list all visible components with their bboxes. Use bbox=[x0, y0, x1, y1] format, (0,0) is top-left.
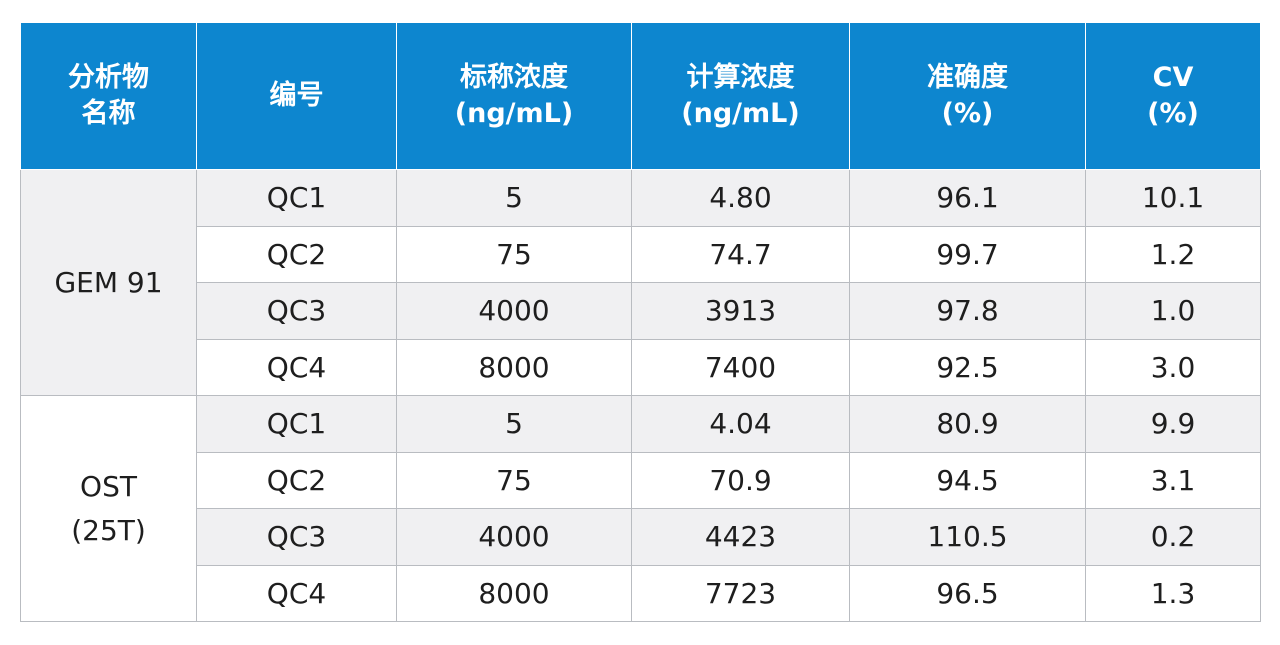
header-nominal-conc-line2: (ng/mL) bbox=[454, 98, 574, 129]
cv-cell: 0.2 bbox=[1085, 508, 1261, 566]
analyte-cell-gem91: GEM 91 bbox=[20, 169, 197, 396]
calculated-conc-cell: 70.9 bbox=[631, 451, 850, 509]
table-row: QC4 8000 7400 92.5 3.0 bbox=[21, 338, 1261, 396]
table-row: OST (25T) QC1 5 4.04 80.9 9.9 bbox=[20, 395, 1261, 622]
qc-id-cell: QC1 bbox=[196, 395, 397, 453]
nominal-conc-cell: 4000 bbox=[396, 508, 632, 566]
header-analyte-line1: 分析物 bbox=[68, 62, 149, 93]
header-analyte-line2: 名称 bbox=[81, 98, 136, 129]
nominal-conc-cell: 4000 bbox=[396, 282, 632, 340]
header-row: 分析物 名称 编号 标称浓度 (ng/mL) 计算浓度 (ng/mL) 准确度 … bbox=[20, 22, 1261, 170]
calculated-conc-cell: 3913 bbox=[631, 282, 850, 340]
accuracy-cell: 96.5 bbox=[849, 564, 1086, 622]
qc-results-table-container: 分析物 名称 编号 标称浓度 (ng/mL) 计算浓度 (ng/mL) 准确度 … bbox=[20, 22, 1261, 622]
accuracy-cell: 94.5 bbox=[849, 451, 1086, 509]
header-nominal-conc-line1: 标称浓度 bbox=[460, 62, 568, 93]
qc-id-cell: QC2 bbox=[196, 225, 397, 283]
header-accuracy-line2: (%) bbox=[941, 98, 994, 129]
accuracy-cell: 99.7 bbox=[849, 225, 1086, 283]
calculated-conc-cell: 4423 bbox=[631, 508, 850, 566]
nominal-conc-cell: 5 bbox=[396, 169, 632, 227]
cv-cell: 1.3 bbox=[1085, 564, 1261, 622]
qc-results-table: 分析物 名称 编号 标称浓度 (ng/mL) 计算浓度 (ng/mL) 准确度 … bbox=[20, 22, 1261, 622]
analyte-cell-ost: OST (25T) bbox=[20, 395, 197, 622]
qc-id-cell: QC1 bbox=[196, 169, 397, 227]
header-id: 编号 bbox=[196, 22, 397, 170]
header-cv-line2: (%) bbox=[1147, 98, 1199, 129]
header-analyte: 分析物 名称 bbox=[20, 22, 197, 170]
cv-cell: 1.2 bbox=[1085, 225, 1261, 283]
accuracy-cell: 97.8 bbox=[849, 282, 1086, 340]
table-row: GEM 91 QC1 5 4.80 96.1 10.1 bbox=[20, 169, 1261, 396]
nominal-conc-cell: 5 bbox=[396, 395, 632, 453]
header-accuracy: 准确度 (%) bbox=[849, 22, 1086, 170]
nominal-conc-cell: 8000 bbox=[396, 338, 632, 396]
cv-cell: 9.9 bbox=[1085, 395, 1261, 453]
calculated-conc-cell: 74.7 bbox=[631, 225, 850, 283]
nominal-conc-cell: 8000 bbox=[396, 564, 632, 622]
header-accuracy-line1: 准确度 bbox=[927, 62, 1008, 93]
nominal-conc-cell: 75 bbox=[396, 225, 632, 283]
header-cv: CV (%) bbox=[1085, 22, 1261, 170]
nominal-conc-cell: 75 bbox=[396, 451, 632, 509]
cv-cell: 3.0 bbox=[1085, 338, 1261, 396]
qc-id-cell: QC4 bbox=[196, 338, 397, 396]
header-calculated-conc-line1: 计算浓度 bbox=[686, 62, 795, 93]
header-calculated-conc-line2: (ng/mL) bbox=[681, 98, 800, 129]
qc-id-cell: QC3 bbox=[196, 282, 397, 340]
qc-id-cell: QC4 bbox=[196, 564, 397, 622]
cv-cell: 1.0 bbox=[1085, 282, 1261, 340]
table-row: QC3 4000 4423 110.5 0.2 bbox=[21, 508, 1261, 566]
header-nominal-conc: 标称浓度 (ng/mL) bbox=[396, 22, 632, 170]
calculated-conc-cell: 4.04 bbox=[631, 395, 850, 453]
analyte-name: OST bbox=[80, 469, 137, 503]
calculated-conc-cell: 7723 bbox=[631, 564, 850, 622]
analyte-name-sub: (25T) bbox=[71, 513, 146, 547]
analyte-name: GEM 91 bbox=[54, 265, 163, 299]
cv-cell: 3.1 bbox=[1085, 451, 1261, 509]
header-calculated-conc: 计算浓度 (ng/mL) bbox=[631, 22, 850, 170]
table-row: QC2 75 70.9 94.5 3.1 bbox=[21, 451, 1261, 509]
accuracy-cell: 92.5 bbox=[849, 338, 1086, 396]
table-row: QC3 4000 3913 97.8 1.0 bbox=[21, 282, 1261, 340]
accuracy-cell: 96.1 bbox=[849, 169, 1086, 227]
calculated-conc-cell: 4.80 bbox=[631, 169, 850, 227]
qc-id-cell: QC2 bbox=[196, 451, 397, 509]
header-cv-line1: CV bbox=[1152, 62, 1194, 93]
cv-cell: 10.1 bbox=[1085, 169, 1261, 227]
header-id-line1: 编号 bbox=[269, 80, 324, 111]
qc-id-cell: QC3 bbox=[196, 508, 397, 566]
table-row: QC2 75 74.7 99.7 1.2 bbox=[21, 225, 1261, 283]
calculated-conc-cell: 7400 bbox=[631, 338, 850, 396]
accuracy-cell: 110.5 bbox=[849, 508, 1086, 566]
table-row: QC4 8000 7723 96.5 1.3 bbox=[21, 564, 1261, 622]
accuracy-cell: 80.9 bbox=[849, 395, 1086, 453]
